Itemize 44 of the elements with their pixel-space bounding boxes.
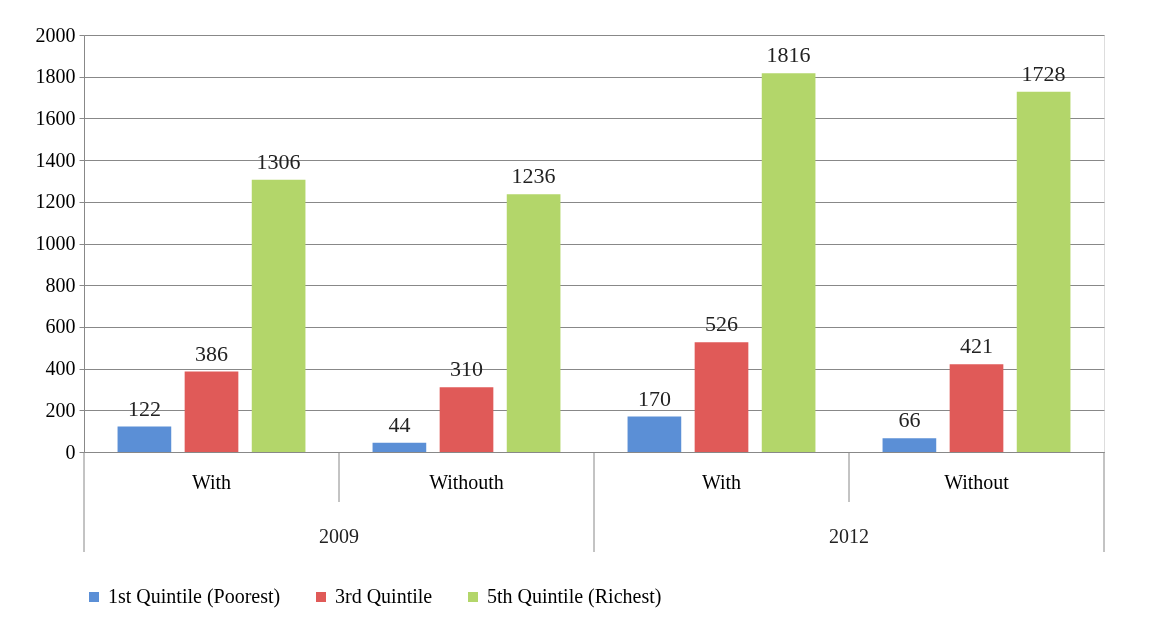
legend-label: 1st Quintile (Poorest) bbox=[108, 585, 281, 608]
data-label: 66 bbox=[898, 407, 921, 433]
y-tick-label: 1200 bbox=[35, 190, 76, 213]
data-label: 386 bbox=[195, 340, 228, 366]
bar bbox=[882, 438, 937, 452]
y-tick-label: 0 bbox=[65, 440, 76, 463]
data-label: 421 bbox=[960, 333, 993, 359]
y-tick-label: 200 bbox=[45, 398, 76, 421]
data-label: 1236 bbox=[511, 163, 556, 189]
bar bbox=[251, 179, 306, 452]
x-tick-label: Withouth bbox=[429, 470, 504, 493]
bar bbox=[184, 371, 239, 452]
y-tick-label: 400 bbox=[45, 357, 76, 380]
data-label: 122 bbox=[127, 395, 161, 421]
bar bbox=[439, 387, 494, 452]
y-tick-label: 600 bbox=[45, 315, 76, 338]
data-label: 1816 bbox=[766, 42, 811, 68]
data-label: 526 bbox=[705, 311, 738, 337]
data-label: 1306 bbox=[256, 148, 301, 174]
x-tick-label: With bbox=[191, 470, 232, 493]
data-label: 44 bbox=[388, 411, 411, 437]
bar bbox=[372, 442, 427, 452]
y-tick-label: 2000 bbox=[35, 23, 76, 46]
legend-label: 5th Quintile (Richest) bbox=[487, 585, 662, 608]
legend-label: 3rd Quintile bbox=[335, 585, 433, 607]
data-label: 1728 bbox=[1021, 60, 1066, 86]
text: 2009 bbox=[319, 525, 359, 547]
x-tick-label: Without bbox=[944, 470, 1010, 493]
text: 2012 bbox=[829, 525, 869, 547]
data-label: 170 bbox=[637, 385, 671, 411]
y-tick-label: 800 bbox=[45, 273, 76, 296]
bar bbox=[117, 426, 172, 452]
bar bbox=[1016, 91, 1071, 452]
y-tick-label: 1000 bbox=[35, 232, 76, 254]
y-tick-label: 1400 bbox=[35, 148, 76, 171]
data-label: 310 bbox=[450, 356, 483, 382]
bar bbox=[627, 416, 682, 452]
y-tick-label: 1800 bbox=[35, 65, 76, 88]
bar bbox=[761, 73, 816, 452]
bar bbox=[949, 364, 1004, 452]
bar bbox=[506, 194, 561, 452]
bar bbox=[694, 342, 749, 452]
y-tick-label: 1600 bbox=[35, 106, 76, 129]
x-tick-label: With bbox=[701, 470, 742, 493]
